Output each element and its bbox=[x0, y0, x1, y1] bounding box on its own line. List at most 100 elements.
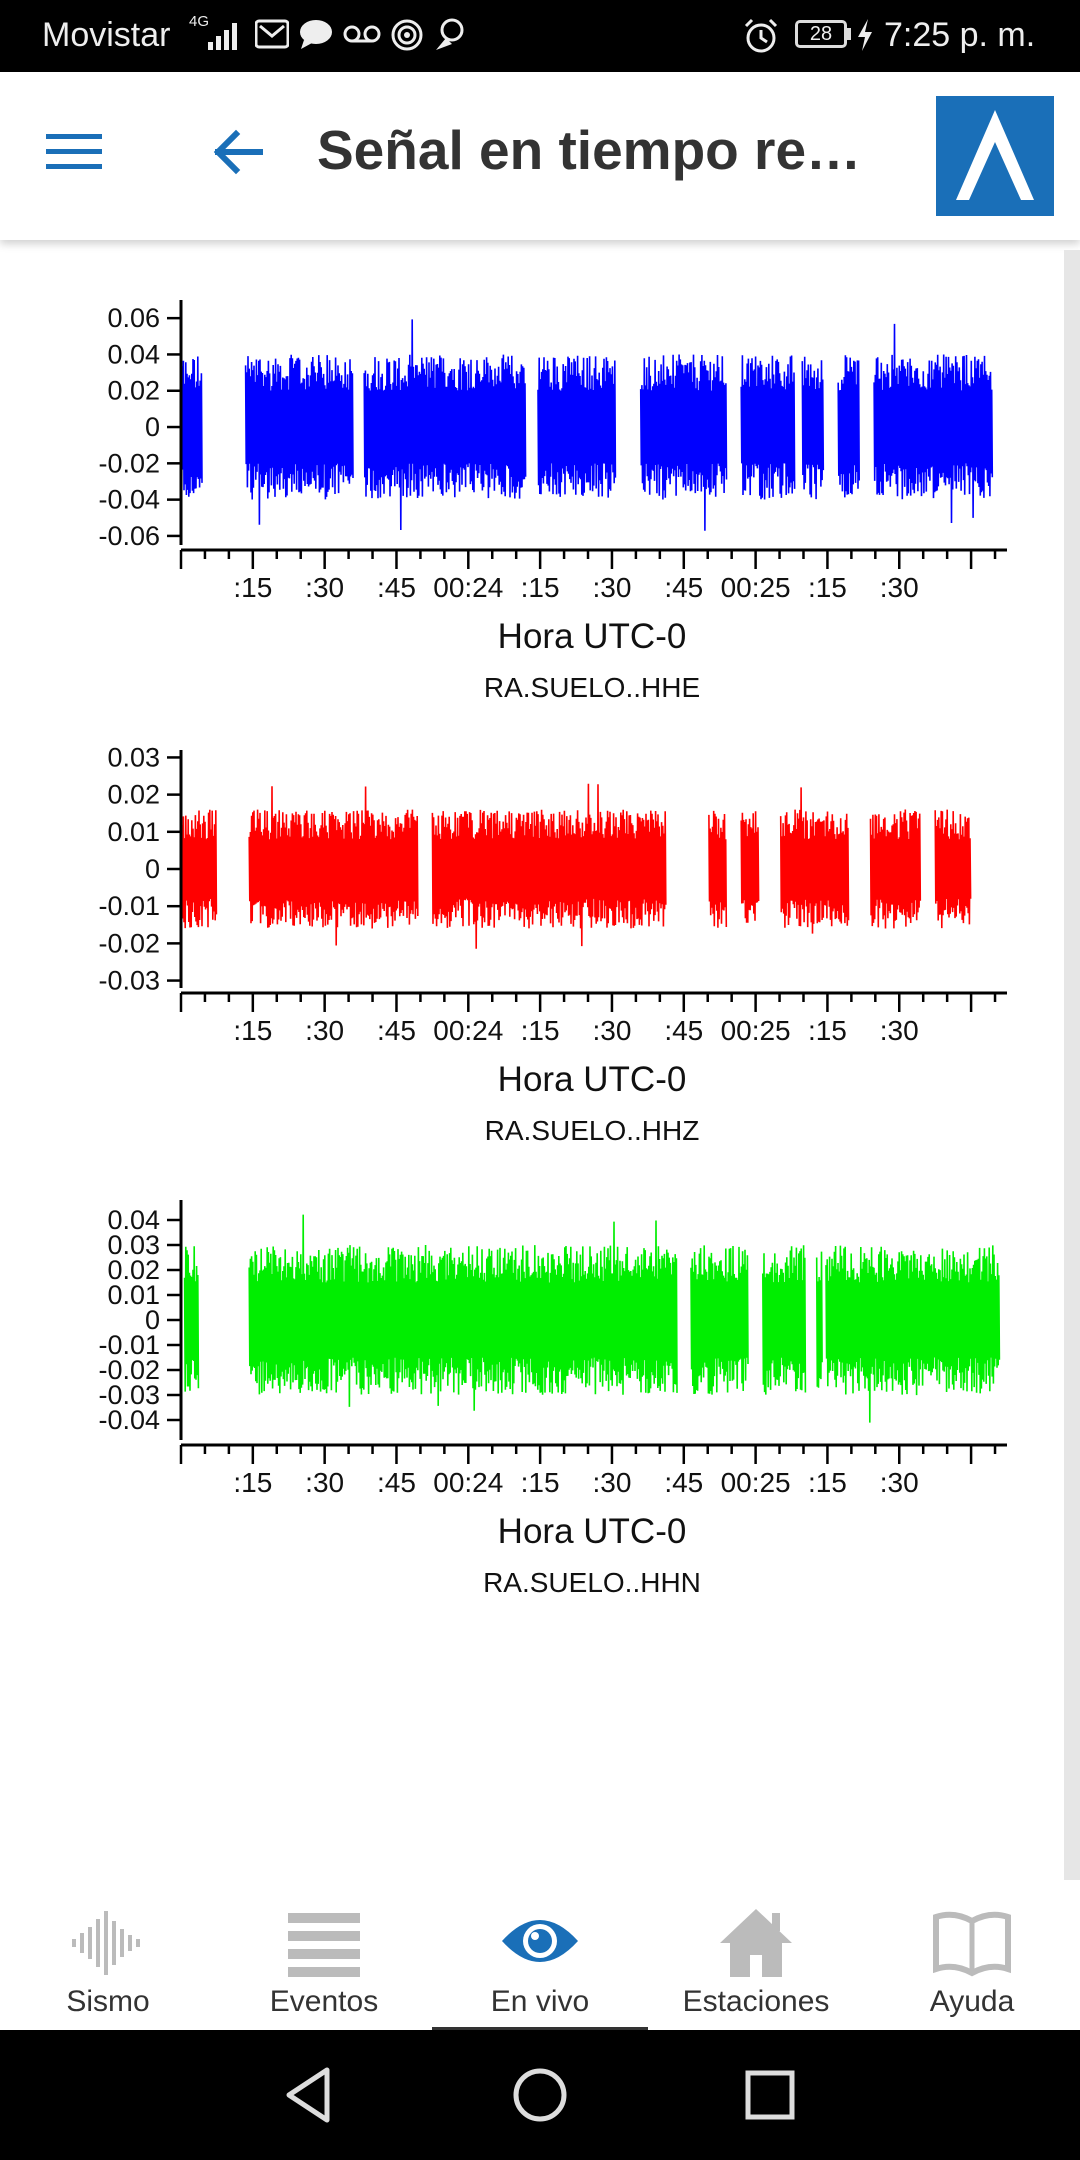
network-type: 4G bbox=[189, 13, 210, 30]
x-tick-label: :30 bbox=[880, 1467, 919, 1498]
voicemail-icon bbox=[343, 25, 381, 43]
circle-home-icon bbox=[513, 2068, 567, 2122]
x-tick-label: 00:25 bbox=[721, 1015, 791, 1046]
carrier-name: Movistar bbox=[42, 16, 171, 54]
gmail-icon bbox=[255, 19, 289, 49]
y-tick-label: 0.06 bbox=[107, 303, 160, 333]
x-tick-label: :15 bbox=[233, 1015, 272, 1046]
battery-level: 28 bbox=[809, 23, 833, 45]
x-axis-label: Hora UTC-0 bbox=[498, 1060, 687, 1099]
x-axis-label: Hora UTC-0 bbox=[498, 1512, 687, 1551]
x-tick-label: :45 bbox=[377, 1467, 416, 1498]
x-tick-label: :45 bbox=[377, 572, 416, 603]
x-tick-label: :45 bbox=[664, 572, 703, 603]
x-tick-label: :15 bbox=[808, 1015, 847, 1046]
x-tick-label: :15 bbox=[521, 1467, 560, 1498]
y-tick-label: -0.06 bbox=[98, 521, 160, 551]
x-tick-label: :30 bbox=[305, 572, 344, 603]
seismogram-trace-2 bbox=[183, 1214, 1001, 1423]
nav-item-ayuda[interactable]: Ayuda bbox=[864, 1885, 1080, 2030]
nav-item-sismo[interactable]: Sismo bbox=[0, 1885, 216, 2030]
system-recents-button[interactable] bbox=[735, 2060, 805, 2130]
system-home-button[interactable] bbox=[505, 2060, 575, 2130]
x-tick-label: :15 bbox=[808, 1467, 847, 1498]
x-tick-label: :45 bbox=[377, 1015, 416, 1046]
x-tick-label: :15 bbox=[808, 572, 847, 603]
battery-tip bbox=[847, 28, 851, 40]
scrollbar[interactable] bbox=[1064, 250, 1080, 1880]
list-icon bbox=[288, 1913, 360, 1977]
y-tick-label: -0.04 bbox=[98, 485, 160, 515]
book-icon bbox=[933, 1911, 1011, 1977]
page-title: Señal en tiempo re… bbox=[317, 119, 862, 181]
y-tick-label: 0 bbox=[145, 412, 160, 442]
y-tick-label: 0.02 bbox=[107, 780, 160, 810]
eye-icon bbox=[502, 1920, 578, 1962]
active-tab-indicator bbox=[432, 2027, 648, 2031]
menu-button[interactable] bbox=[44, 128, 104, 176]
nav-label-sismo: Sismo bbox=[66, 1985, 150, 2018]
x-tick-label: :15 bbox=[233, 572, 272, 603]
y-tick-label: -0.01 bbox=[98, 891, 160, 921]
station-label: RA.SUELO..HHE bbox=[484, 672, 700, 703]
home-icon bbox=[720, 1909, 792, 1977]
x-tick-label: :30 bbox=[305, 1467, 344, 1498]
charts-canvas: 0.060.040.020-0.02-0.04-0.06:15:30:45 00:… bbox=[98, 300, 1007, 1598]
x-tick-label: :15 bbox=[521, 1015, 560, 1046]
back-button[interactable] bbox=[210, 124, 266, 180]
x-tick-label: :15 bbox=[233, 1467, 272, 1498]
x-axis-label: Hora UTC-0 bbox=[498, 617, 687, 656]
chat-icon bbox=[300, 20, 332, 49]
x-tick-label: :30 bbox=[880, 572, 919, 603]
x-tick-label: :45 bbox=[664, 1467, 703, 1498]
nav-item-en-vivo[interactable]: En vivo bbox=[432, 1885, 648, 2030]
y-tick-label: -0.04 bbox=[98, 1405, 160, 1435]
app-bar: Señal en tiempo re… bbox=[0, 72, 1080, 240]
nav-label-en-vivo: En vivo bbox=[490, 1985, 590, 2018]
y-tick-label: -0.01 bbox=[98, 1330, 160, 1360]
y-tick-label: -0.02 bbox=[98, 448, 160, 478]
y-tick-label: 0.02 bbox=[107, 376, 160, 406]
app-logo bbox=[936, 96, 1054, 216]
x-tick-label: 00:24 bbox=[433, 1467, 503, 1498]
y-tick-label: 0 bbox=[145, 1305, 160, 1335]
y-tick-label: 0.01 bbox=[107, 1280, 160, 1310]
x-tick-label: :30 bbox=[880, 1015, 919, 1046]
y-tick-label: -0.02 bbox=[98, 1355, 160, 1385]
system-back-button[interactable] bbox=[275, 2060, 345, 2130]
logo-mark-icon bbox=[956, 110, 1034, 200]
y-tick-label: 0.04 bbox=[107, 339, 160, 369]
hotspot-icon bbox=[391, 19, 423, 51]
x-tick-label: :30 bbox=[592, 1015, 631, 1046]
station-label: RA.SUELO..HHZ bbox=[485, 1115, 700, 1146]
x-tick-label: :30 bbox=[592, 1467, 631, 1498]
x-tick-label: :30 bbox=[592, 572, 631, 603]
nav-item-estaciones[interactable]: Estaciones bbox=[648, 1885, 864, 2030]
station-label: RA.SUELO..HHN bbox=[483, 1567, 701, 1598]
seismogram-trace-0 bbox=[180, 319, 994, 531]
system-navigation-bar bbox=[0, 2030, 1080, 2160]
y-tick-label: -0.03 bbox=[98, 1380, 160, 1410]
seismogram-trace-1 bbox=[180, 783, 972, 949]
x-tick-label: :30 bbox=[305, 1015, 344, 1046]
nav-item-eventos[interactable]: Eventos bbox=[216, 1885, 432, 2030]
x-tick-label: :45 bbox=[664, 1015, 703, 1046]
y-tick-label: 0.01 bbox=[107, 817, 160, 847]
x-tick-label: 00:25 bbox=[721, 1467, 791, 1498]
alarm-icon bbox=[744, 18, 778, 53]
triangle-back-icon bbox=[286, 2067, 330, 2123]
x-tick-label: 00:24 bbox=[433, 572, 503, 603]
bottom-navigation: Sismo Eventos En vivo Estaciones bbox=[0, 1885, 1080, 2031]
waveform-icon bbox=[72, 1911, 140, 1975]
y-tick-label: 0.04 bbox=[107, 1205, 160, 1235]
y-tick-label: -0.03 bbox=[98, 966, 160, 996]
signal-icon bbox=[208, 23, 237, 50]
nav-label-eventos: Eventos bbox=[269, 1985, 379, 2018]
x-tick-label: 00:25 bbox=[721, 572, 791, 603]
y-tick-label: 0 bbox=[145, 854, 160, 884]
hamburger-menu-icon bbox=[46, 134, 102, 169]
nav-label-estaciones: Estaciones bbox=[682, 1985, 830, 2018]
x-tick-label: 00:24 bbox=[433, 1015, 503, 1046]
charging-icon bbox=[858, 19, 872, 51]
y-tick-label: -0.02 bbox=[98, 928, 160, 958]
